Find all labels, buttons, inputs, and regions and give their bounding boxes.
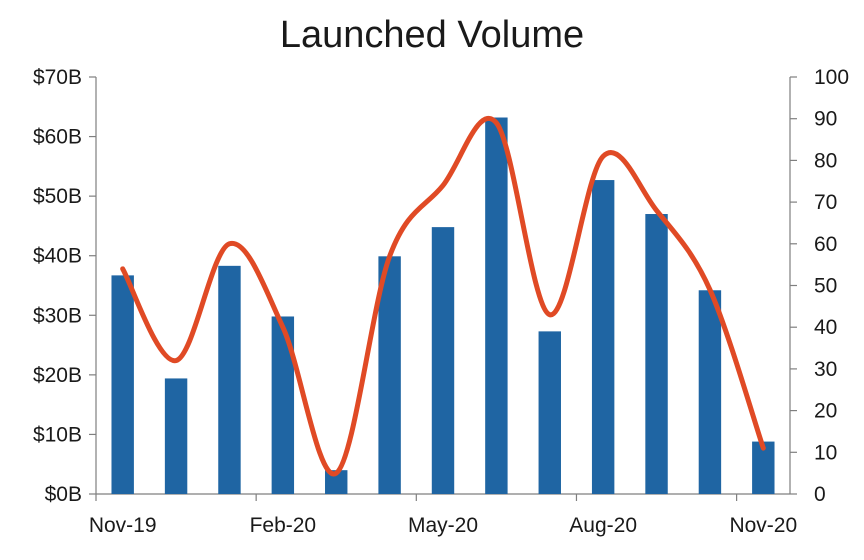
y-left-tick-label: $30B <box>33 304 82 327</box>
x-tick-label: Feb-20 <box>250 514 317 537</box>
y-right-tick-label: 70 <box>814 191 837 214</box>
tick-labels: $0B $10B $20B $30B $40B $50B $60B $70B 0 10 20 30 40… <box>33 66 849 537</box>
bar <box>698 290 722 494</box>
y-right-tick-label: 20 <box>814 400 837 423</box>
y-left-tick-label: $20B <box>33 364 82 387</box>
y-right-tick-label: 0 <box>814 483 826 506</box>
bar <box>645 214 668 494</box>
line-series <box>120 116 766 477</box>
y-left-tick-label: $0B <box>45 483 82 506</box>
y-left-tick-label: $70B <box>33 66 82 89</box>
x-tick-label: Nov-20 <box>729 514 797 537</box>
chart-title: Launched Volume <box>279 14 585 56</box>
bar <box>431 227 455 494</box>
y-right-tick-label: 40 <box>814 316 837 339</box>
x-tick-label: May-20 <box>408 514 478 537</box>
bar <box>271 316 295 494</box>
bar <box>164 378 188 494</box>
y-right-tick-label: 100 <box>814 66 849 89</box>
y-left-tick-label: $60B <box>33 126 82 149</box>
y-right-tick-label: 30 <box>814 358 837 381</box>
bar <box>218 265 241 494</box>
bar <box>591 180 615 494</box>
bar <box>538 331 561 494</box>
bar <box>752 441 775 494</box>
x-tick-label: Nov-19 <box>89 514 157 537</box>
y-left-tick-label: $40B <box>33 245 82 268</box>
y-left-tick-label: $50B <box>33 185 82 208</box>
bar <box>111 275 134 494</box>
y-right-tick-label: 80 <box>814 149 837 172</box>
bar-series <box>111 117 775 494</box>
y-right-tick-label: 90 <box>814 108 837 131</box>
x-tick-label: Aug-20 <box>569 514 637 537</box>
y-left-tick-label: $10B <box>33 423 82 446</box>
bar <box>485 117 508 494</box>
y-right-tick-label: 10 <box>814 441 837 464</box>
y-right-tick-label: 60 <box>814 233 837 256</box>
bar <box>325 470 348 494</box>
y-right-tick-label: 50 <box>814 275 837 298</box>
bar <box>378 256 401 494</box>
